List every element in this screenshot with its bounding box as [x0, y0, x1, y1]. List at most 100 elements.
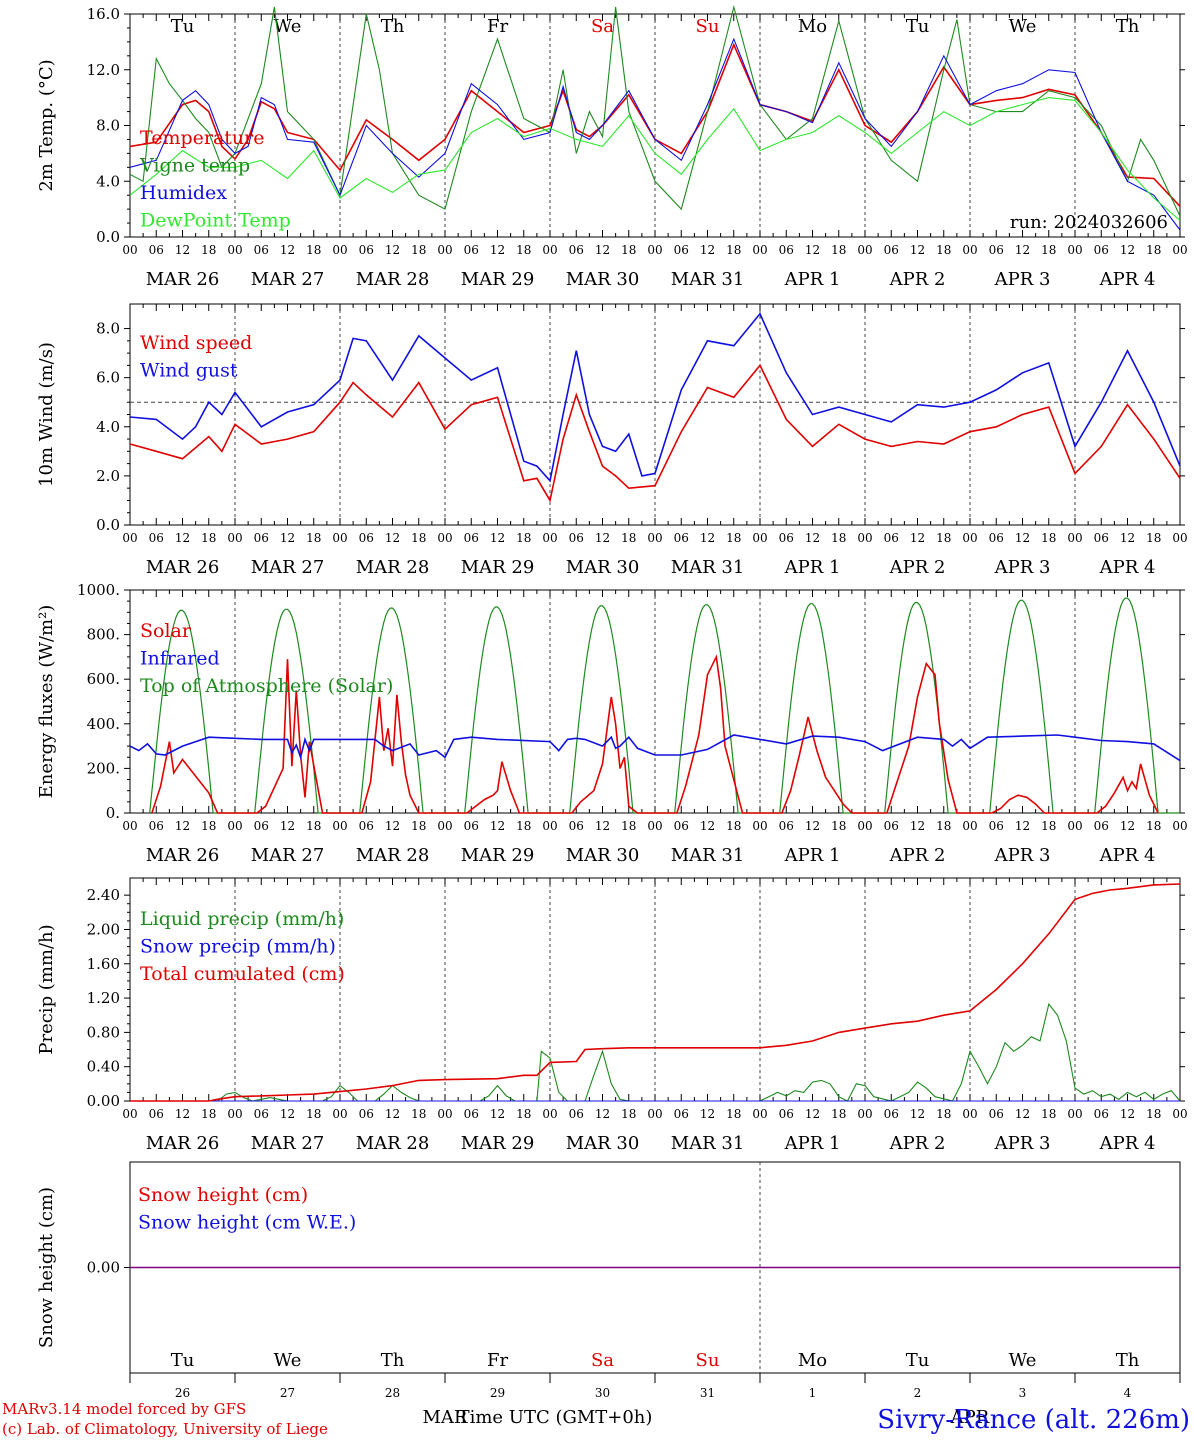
x-date-label: MAR 26 [146, 1133, 220, 1154]
x-date-label: MAR 31 [671, 1133, 745, 1154]
x-hour-label: 18 [1146, 1107, 1161, 1121]
x-date-label: MAR 30 [566, 269, 640, 290]
y-tick-label: 16.0 [87, 5, 120, 23]
y-tick-label: 1.60 [87, 955, 120, 973]
x-hour-label: 06 [569, 819, 584, 833]
x-hour-label: 00 [647, 531, 662, 545]
x-date-label: APR 2 [889, 557, 946, 578]
legend-entry: Snow precip (mm/h) [140, 936, 336, 958]
x-hour-label: 06 [674, 819, 689, 833]
x-hour-label: 06 [254, 531, 269, 545]
x-hour-label: 12 [175, 531, 190, 545]
x-hour-label: 00 [227, 531, 242, 545]
y-axis-label: Precip (mm/h) [36, 924, 57, 1054]
y-tick-label: 1000. [77, 581, 120, 599]
x-hour-label: 00 [122, 531, 137, 545]
panel-4: 0.00 0.40 0.80 1.20 1.60 2.00 2.40 Precip (mm/h… [36, 877, 1188, 1154]
run-label: run: 2024032606 [1010, 212, 1168, 233]
x-hour-label: 12 [280, 819, 295, 833]
legend-entry: Temperature [140, 127, 264, 149]
legend-entry: Liquid precip (mm/h) [140, 908, 344, 930]
x-hour-label: 18 [726, 243, 741, 257]
x-hour-label: 00 [1067, 531, 1082, 545]
x-hour-label: 00 [227, 243, 242, 257]
weekday-label: Fr [487, 16, 508, 37]
bottom-day-number: 2 [914, 1386, 922, 1400]
bottom-weekday-label: Su [696, 1350, 720, 1371]
x-hour-label: 12 [385, 243, 400, 257]
x-date-label: MAR 31 [671, 269, 745, 290]
x-hour-label: 06 [569, 1107, 584, 1121]
x-hour-label: 00 [1172, 531, 1187, 545]
legend-entry: Humidex [140, 182, 227, 204]
bottom-weekday-label: Th [1116, 1350, 1140, 1371]
footer-credit-line: (c) Lab. of Climatology, University of L… [2, 1420, 328, 1438]
x-hour-label: 00 [437, 531, 452, 545]
x-hour-label: 06 [779, 819, 794, 833]
x-hour-label: 18 [411, 1107, 426, 1121]
x-hour-label: 18 [201, 531, 216, 545]
x-date-label: MAR 26 [146, 845, 220, 866]
x-hour-label: 18 [516, 531, 531, 545]
x-hour-label: 06 [359, 1107, 374, 1121]
x-hour-label: 18 [621, 1107, 636, 1121]
x-date-label: MAR 27 [251, 845, 325, 866]
x-hour-label: 00 [437, 1107, 452, 1121]
x-hour-label: 12 [490, 243, 505, 257]
x-date-label: APR 1 [784, 557, 841, 578]
x-hour-label: 06 [359, 819, 374, 833]
x-hour-label: 12 [1120, 243, 1135, 257]
x-hour-label: 00 [752, 819, 767, 833]
x-date-label: APR 4 [1099, 557, 1156, 578]
x-hour-label: 18 [516, 1107, 531, 1121]
x-hour-label: 18 [306, 243, 321, 257]
bottom-day-number: 27 [280, 1386, 295, 1400]
x-date-label: APR 4 [1099, 269, 1156, 290]
bottom-day-number: 26 [175, 1386, 190, 1400]
x-hour-label: 12 [910, 1107, 925, 1121]
x-hour-label: 06 [254, 819, 269, 833]
x-hour-label: 06 [359, 243, 374, 257]
y-tick-label: 0.00 [87, 1259, 120, 1277]
x-hour-label: 06 [464, 531, 479, 545]
x-date-label: MAR 29 [461, 845, 535, 866]
bottom-weekday-label: Fr [487, 1350, 508, 1371]
x-hour-label: 12 [700, 243, 715, 257]
x-hour-label: 12 [175, 243, 190, 257]
x-date-label: MAR 26 [146, 269, 220, 290]
x-hour-label: 18 [831, 243, 846, 257]
weekday-label: Tu [171, 16, 195, 37]
series-line [129, 4, 1181, 217]
x-hour-label: 00 [1172, 243, 1187, 257]
x-hour-label: 12 [595, 819, 610, 833]
x-date-label: MAR 29 [461, 1133, 535, 1154]
legend-entry: Vigne temp [139, 155, 250, 177]
x-hour-label: 06 [464, 243, 479, 257]
x-hour-label: 12 [1015, 1107, 1030, 1121]
x-hour-label: 18 [831, 1107, 846, 1121]
x-axis-title: Time UTC (GMT+0h) [458, 1407, 653, 1428]
bottom-weekday-label: Tu [906, 1350, 930, 1371]
bottom-weekday-label: Th [381, 1350, 405, 1371]
x-date-label: APR 1 [784, 269, 841, 290]
x-hour-label: 00 [1172, 1107, 1187, 1121]
bottom-day-number: 4 [1124, 1386, 1132, 1400]
x-hour-label: 00 [1067, 1107, 1082, 1121]
y-tick-label: 8.0 [96, 117, 120, 135]
weekday-label: Sa [591, 16, 614, 37]
x-date-label: APR 3 [994, 845, 1051, 866]
x-hour-label: 18 [831, 531, 846, 545]
x-hour-label: 18 [936, 243, 951, 257]
x-hour-label: 00 [647, 1107, 662, 1121]
x-hour-label: 12 [385, 1107, 400, 1121]
y-tick-label: 0.0 [96, 516, 120, 534]
x-hour-label: 18 [411, 819, 426, 833]
x-date-label: MAR 29 [461, 557, 535, 578]
x-hour-label: 12 [490, 1107, 505, 1121]
y-tick-label: 800. [87, 626, 120, 644]
weekday-label: We [274, 16, 302, 37]
x-date-label: MAR 31 [671, 845, 745, 866]
x-hour-label: 06 [884, 243, 899, 257]
y-tick-label: 1.20 [87, 989, 120, 1007]
x-hour-label: 18 [1041, 819, 1056, 833]
